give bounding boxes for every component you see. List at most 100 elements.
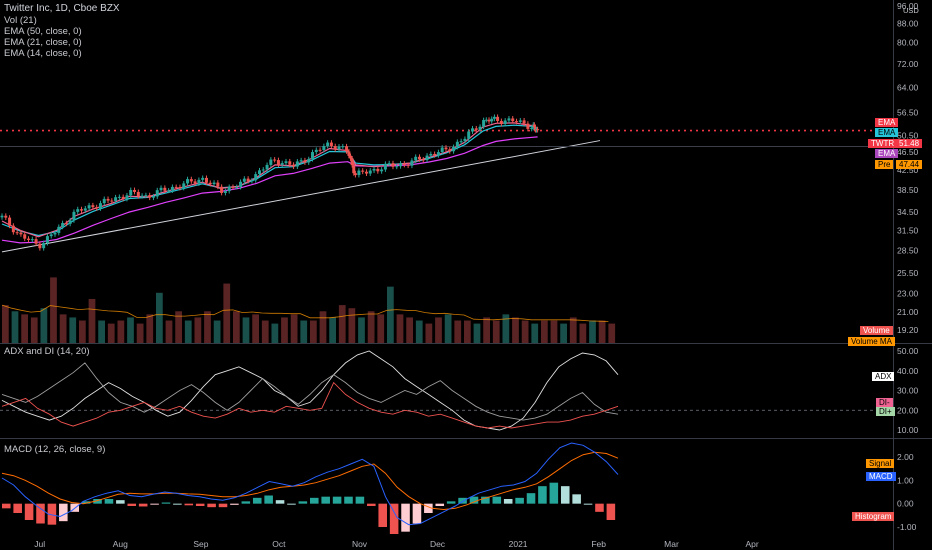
candle-body (239, 181, 243, 188)
histogram-bar (606, 503, 616, 520)
macd-pane-title[interactable]: MACD (12, 26, close, 9) (4, 444, 106, 455)
candle-body (91, 205, 95, 208)
adx-tick-label: 50.00 (897, 346, 919, 356)
candle-body (269, 159, 273, 165)
candle-body (121, 196, 125, 199)
candle-body (136, 191, 140, 197)
volume-bar (204, 311, 211, 343)
study-ema21-label[interactable]: EMA (21, close, 0) (4, 37, 82, 48)
volume-bar (223, 283, 231, 343)
candle-body (357, 170, 361, 176)
volume-bar (50, 277, 57, 343)
candle-body (246, 178, 250, 182)
candle-body (193, 181, 197, 184)
trendline (1, 140, 601, 253)
di-plus-tag: DI+ (876, 407, 895, 416)
volume-bar (406, 317, 413, 343)
volume-bar (415, 320, 423, 343)
histogram-bar (24, 503, 34, 520)
volume-bar (175, 311, 182, 343)
candle-body (133, 189, 137, 192)
volume-bar (213, 320, 221, 343)
volume-bar (146, 314, 154, 343)
volume-bar (473, 323, 481, 343)
time-tick-label: Jul (34, 539, 45, 549)
histogram-bar (161, 502, 171, 504)
time-tick-label: Oct (272, 539, 286, 549)
histogram-bar (412, 503, 422, 524)
candle-body (68, 220, 72, 224)
candle-body (261, 169, 265, 171)
candle-body (125, 195, 129, 199)
histogram-bar (127, 503, 137, 506)
candle-body (235, 187, 239, 189)
candle-body (387, 163, 391, 165)
volume-bar (502, 314, 510, 343)
candle-body (144, 195, 148, 197)
price-tick-label: 19.20 (897, 325, 919, 335)
histogram-bar (321, 496, 330, 504)
candle-body (273, 159, 277, 161)
ema-tag-2: EMA (875, 128, 899, 137)
volume-bar (598, 320, 606, 343)
candle-body (372, 168, 376, 171)
candle-body (410, 160, 414, 166)
candle-body (482, 120, 486, 127)
candle-body (391, 163, 395, 167)
candle-body (257, 170, 261, 175)
candle-body (463, 138, 467, 142)
histogram-bar (572, 494, 581, 504)
study-ema14-label[interactable]: EMA (14, close, 0) (4, 48, 82, 59)
candle-body (167, 190, 171, 192)
histogram-bar (104, 499, 114, 504)
candle-body (444, 147, 448, 150)
histogram-bar (59, 503, 68, 522)
candle-body (129, 189, 133, 196)
candle-body (227, 186, 231, 192)
candle-body (417, 156, 421, 160)
histogram-bar (36, 503, 45, 524)
volume-bar (377, 314, 385, 343)
adx-tick-label: 40.00 (897, 366, 919, 376)
volume-bar (69, 317, 77, 343)
histogram-bar (492, 496, 502, 504)
volume-bar (435, 317, 442, 343)
price-tick-label: 56.50 (897, 108, 919, 118)
volume-bar (425, 323, 433, 343)
candle-body (57, 226, 61, 233)
study-volume-label[interactable]: Vol (21) (4, 15, 37, 26)
candle-body (80, 209, 84, 211)
ema21-line (1, 124, 538, 237)
candle-body (117, 196, 121, 198)
histogram-bar (481, 496, 490, 504)
candle-body (4, 215, 8, 218)
volume-bar (194, 317, 202, 343)
candle-body (341, 146, 345, 148)
histogram-bar (173, 503, 182, 505)
candle-body (106, 198, 110, 201)
candle-body (114, 197, 118, 201)
candle-body (507, 118, 511, 121)
adx-pane-title[interactable]: ADX and DI (14, 20) (4, 346, 90, 357)
study-ema50-label[interactable]: EMA (50, close, 0) (4, 26, 82, 37)
candle-body (265, 164, 269, 170)
candle-body (276, 160, 280, 165)
histogram-bar (287, 503, 296, 505)
candle-body (406, 164, 410, 166)
candle-body (242, 178, 246, 182)
volume-bar (560, 323, 567, 343)
histogram-tag: Histogram (852, 512, 895, 521)
price-tick-label: 31.50 (897, 225, 919, 235)
candle-body (459, 141, 463, 143)
candle-body (532, 124, 536, 127)
candle-body (376, 168, 380, 172)
candle-body (470, 128, 474, 132)
adx-line (1, 350, 619, 431)
histogram-bar (469, 496, 479, 504)
volume-bar (117, 320, 125, 343)
last-price-tag: 51.48 (896, 139, 923, 148)
candle-body (395, 166, 399, 168)
candle-body (364, 171, 368, 174)
currency-label: USD (903, 6, 919, 15)
